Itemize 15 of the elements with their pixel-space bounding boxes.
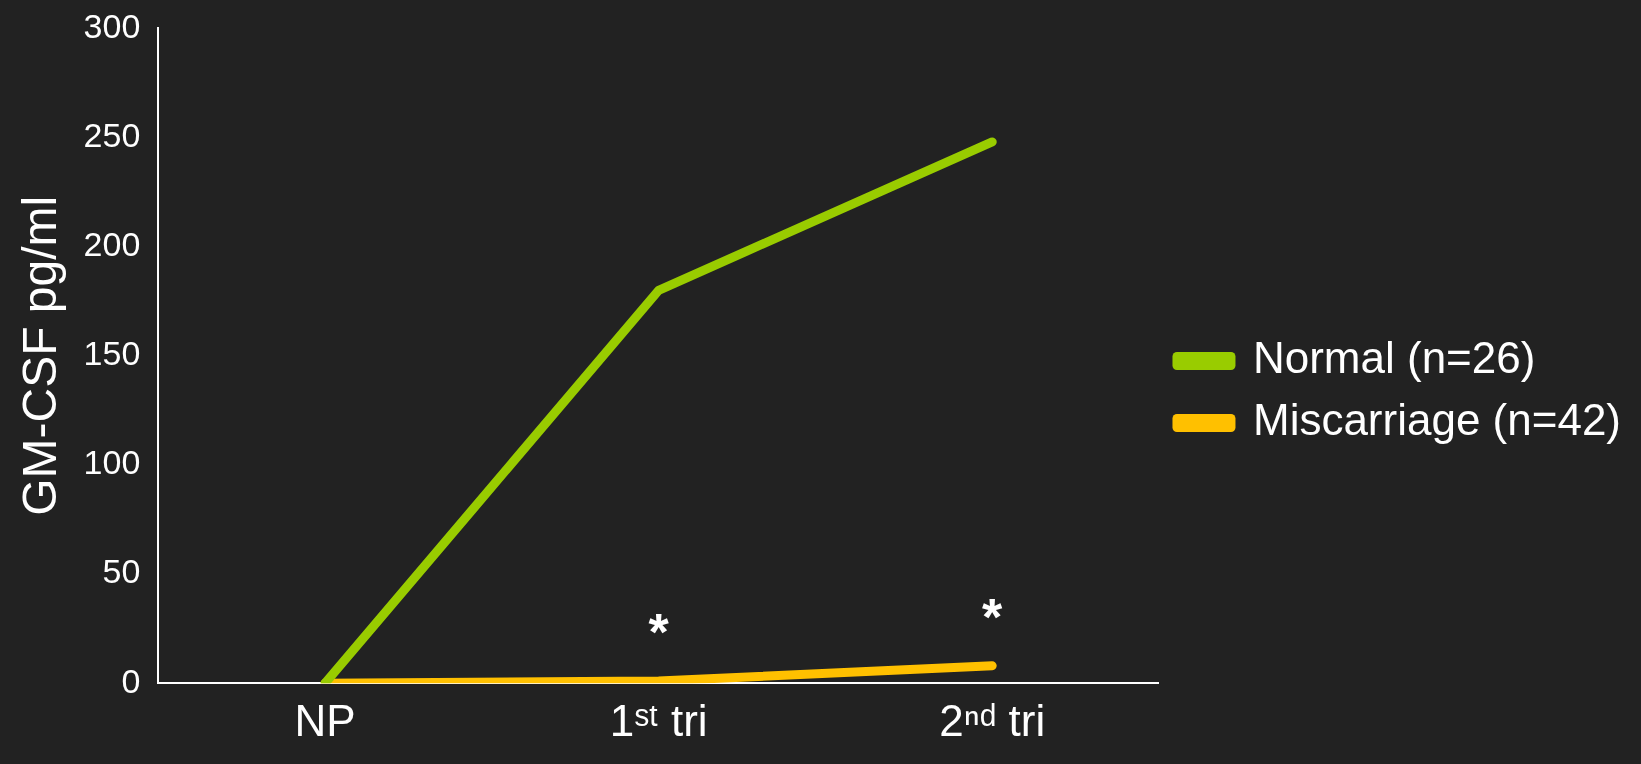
y-tick-label: 50: [102, 552, 141, 591]
y-axis-title: GM-CSF pg/ml: [13, 195, 67, 516]
x-tick-label: NP: [294, 695, 356, 745]
legend-label: Miscarriage (n=42): [1252, 395, 1621, 445]
annotation: *: [648, 603, 670, 662]
y-tick-label: 250: [83, 115, 141, 154]
y-tick-label: 100: [83, 443, 141, 482]
y-tick-label: 200: [83, 225, 141, 264]
y-tick-label: 300: [83, 6, 141, 45]
y-tick-label: 150: [83, 334, 141, 373]
y-tick-label: 0: [121, 661, 141, 700]
x-tick-label: 1ˢᵗ tri: [609, 695, 708, 745]
legend-label: Normal (n=26): [1252, 333, 1536, 383]
x-tick-label: 2ⁿᵈ tri: [939, 695, 1046, 745]
annotation: *: [982, 588, 1004, 647]
